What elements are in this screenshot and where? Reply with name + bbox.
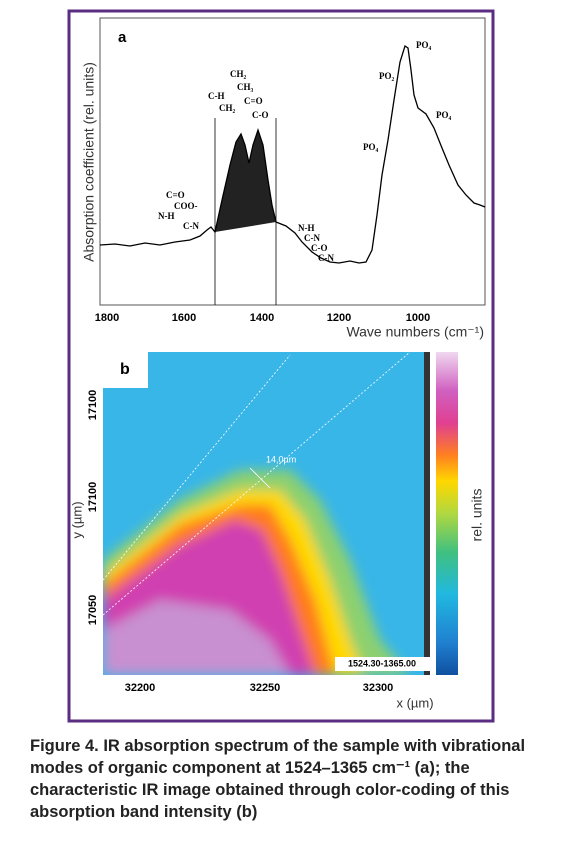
peak-label: C-O [252, 110, 269, 120]
band-area [215, 130, 276, 232]
ir-map [103, 352, 430, 675]
frame [67, 9, 495, 723]
peak-label: PO₄ [416, 40, 431, 50]
caption: Figure 4. IR absorption spectrum of the … [30, 737, 526, 821]
range-box [335, 657, 430, 671]
peak-label: C-N [318, 253, 334, 263]
tick-label: 17100 [87, 482, 99, 513]
peak-label: C=O [166, 190, 185, 200]
peak-label: PO₂ [379, 71, 394, 81]
peak-label: PO₄ [436, 110, 451, 120]
tick-label: 17050 [87, 595, 99, 626]
y-axis-label: y (µm) [69, 501, 84, 538]
peak-label: C-O [311, 243, 328, 253]
colorbar-label: rel. units [469, 489, 485, 542]
x-axis-label: x (µm) [396, 695, 433, 710]
peak-label: C-N [304, 233, 320, 243]
tick-label: 1400 [250, 312, 274, 324]
peak-label: C-H [208, 91, 225, 101]
spectrum [99, 44, 486, 264]
colorbar [436, 352, 458, 675]
x-ticks: 1800 1600 1400 1200 1000 [95, 312, 430, 324]
peak-label: C-N [183, 221, 199, 231]
figure: a C=O COO- N-H C-N C-H CH₂ CH₂ CH₃ C=O C… [67, 9, 495, 723]
tick-label: 32200 [125, 682, 156, 694]
tick-label: 1600 [172, 312, 196, 324]
annotations: C=O COO- N-H C-N C-H CH₂ CH₂ CH₃ C=O C-O… [158, 40, 451, 263]
range-label: 1524.30-1365.00 [348, 658, 416, 668]
y-axis-label: Absorption coefficient (rel. units) [81, 62, 97, 262]
tick-label: 1000 [406, 312, 430, 324]
tick-label: 32300 [363, 682, 394, 694]
plot-area [99, 17, 486, 306]
peak-label: CH₂ [230, 69, 247, 79]
x-axis-label: Wave numbers (cm⁻¹) [346, 324, 484, 340]
peak-label: CH₂ [219, 103, 236, 113]
tick-label: 17100 [87, 390, 99, 421]
peak-label: COO- [174, 201, 198, 211]
peak-label: N-H [298, 223, 315, 233]
distance-label: 14,0µm [266, 454, 296, 464]
peak-label: N-H [158, 211, 175, 221]
peak-label: CH₃ [237, 82, 254, 92]
tick-label: 1800 [95, 312, 119, 324]
panel-label: b [120, 361, 130, 378]
panel-label: a [118, 29, 127, 46]
tick-label: 1200 [327, 312, 351, 324]
peak-label: C=O [244, 96, 263, 106]
peak-label: PO₄ [363, 142, 378, 152]
tick-label: 32250 [250, 682, 281, 694]
